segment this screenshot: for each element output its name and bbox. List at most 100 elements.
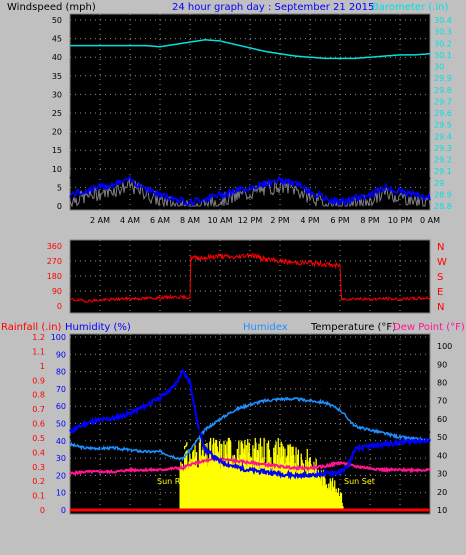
solar-bar — [228, 437, 230, 510]
solar-bar — [219, 468, 221, 510]
solar-bar — [295, 447, 297, 510]
rainfall-tick-label: 0.4 — [32, 448, 45, 457]
humidity-tick-label: 80 — [56, 368, 66, 377]
solar-bar — [210, 460, 212, 510]
solar-bar — [285, 457, 288, 510]
solar-bar — [221, 443, 223, 510]
solar-bar — [238, 440, 240, 510]
solar-bar — [187, 469, 189, 510]
solar-bar — [323, 472, 325, 510]
solar-bar — [333, 487, 335, 510]
solar-bar — [213, 458, 215, 510]
solar-bar — [252, 445, 254, 510]
solar-bar — [284, 448, 286, 510]
solar-bar — [224, 444, 227, 510]
solar-bar — [195, 456, 197, 510]
solar-bar — [328, 483, 330, 510]
solar-bar — [328, 488, 331, 510]
barometer-tick-label: 29 — [434, 179, 444, 188]
temperature-tick-label: 100 — [437, 342, 452, 351]
temperature-tick-label: 20 — [437, 488, 447, 497]
solar-bar — [266, 443, 268, 510]
solar-bar — [319, 478, 321, 510]
solar-bar — [279, 447, 281, 510]
solar-bar — [317, 473, 319, 510]
solar-bar — [316, 476, 318, 510]
solar-bar — [200, 460, 202, 510]
solar-bar — [208, 458, 210, 510]
solar-bar — [291, 455, 293, 510]
solar-bar — [296, 454, 299, 510]
solar-bar — [264, 463, 266, 510]
rainfall-tick-label: 0.7 — [32, 405, 45, 414]
solar-bar — [273, 447, 275, 510]
solar-bar — [209, 441, 211, 510]
solar-bar — [212, 437, 215, 510]
solar-bar — [211, 453, 213, 510]
barometer-tick-label: 28.9 — [434, 190, 452, 199]
solar-bar — [253, 463, 255, 510]
solar-bar — [293, 455, 295, 510]
solar-bar — [302, 463, 305, 510]
solar-bar — [210, 437, 212, 510]
solar-bar — [256, 449, 259, 510]
solar-bar — [337, 492, 339, 510]
compass-tick-label: N — [437, 302, 444, 313]
solar-bar — [223, 440, 225, 510]
solar-bar — [227, 437, 230, 510]
windspeed-tick-label: 25 — [52, 109, 62, 118]
solar-bar — [184, 453, 186, 510]
solar-bar — [186, 464, 189, 510]
dewpoint-axis-title: Dew Point (°F) — [393, 322, 465, 333]
solar-bar — [305, 459, 307, 510]
solar-bar — [253, 448, 256, 510]
windspeed-tick-label: 35 — [52, 72, 62, 81]
solar-bar — [276, 466, 278, 510]
solar-bar — [336, 492, 338, 510]
solar-bar — [245, 445, 247, 510]
solar-bar — [242, 452, 244, 510]
windspeed-tick-label: 40 — [52, 53, 62, 62]
humidity-tick-label: 50 — [56, 420, 66, 429]
solar-bar — [325, 484, 328, 510]
sunset-label: Sun Set — [344, 477, 375, 486]
solar-bar — [261, 446, 263, 510]
humidity-tick-label: 10 — [56, 489, 66, 498]
barometer-tick-label: 30 — [434, 63, 444, 72]
solar-bar — [267, 462, 269, 510]
windspeed-tick-label: 15 — [52, 146, 62, 155]
solar-bar — [274, 445, 276, 510]
solar-bar — [192, 451, 194, 510]
solar-bar — [189, 453, 191, 510]
solar-bar — [272, 464, 274, 510]
sunrise-label: Sun Rise — [157, 477, 192, 486]
solar-bar — [270, 466, 273, 510]
solar-bar — [250, 456, 252, 510]
solar-bar — [256, 457, 258, 510]
humidex-series — [69, 396, 431, 462]
solar-bar — [182, 469, 184, 510]
solar-bar — [202, 445, 204, 510]
solar-bar — [262, 457, 264, 510]
rainfall-tick-label: 0.5 — [32, 434, 45, 443]
solar-bar — [243, 448, 245, 510]
solar-bar — [331, 477, 334, 510]
solar-bar — [260, 460, 262, 510]
solar-bar — [241, 440, 243, 510]
solar-bar — [338, 496, 340, 510]
wind-direction-series — [69, 252, 431, 304]
solar-bar — [236, 448, 238, 510]
barometer-tick-label: 29.1 — [434, 167, 452, 176]
solar-bar — [188, 461, 190, 510]
barometer-series — [70, 39, 431, 60]
solar-bar — [186, 442, 188, 510]
solar-bar — [283, 464, 285, 510]
time-tick-label: 2 AM — [90, 216, 110, 225]
direction-tick-label: 180 — [47, 272, 62, 281]
solar-bar — [292, 446, 294, 510]
dewpoint-series — [69, 457, 431, 476]
solar-bar — [183, 471, 185, 510]
solar-bar — [311, 466, 313, 510]
solar-bar — [233, 464, 235, 510]
solar-bar — [334, 492, 337, 510]
